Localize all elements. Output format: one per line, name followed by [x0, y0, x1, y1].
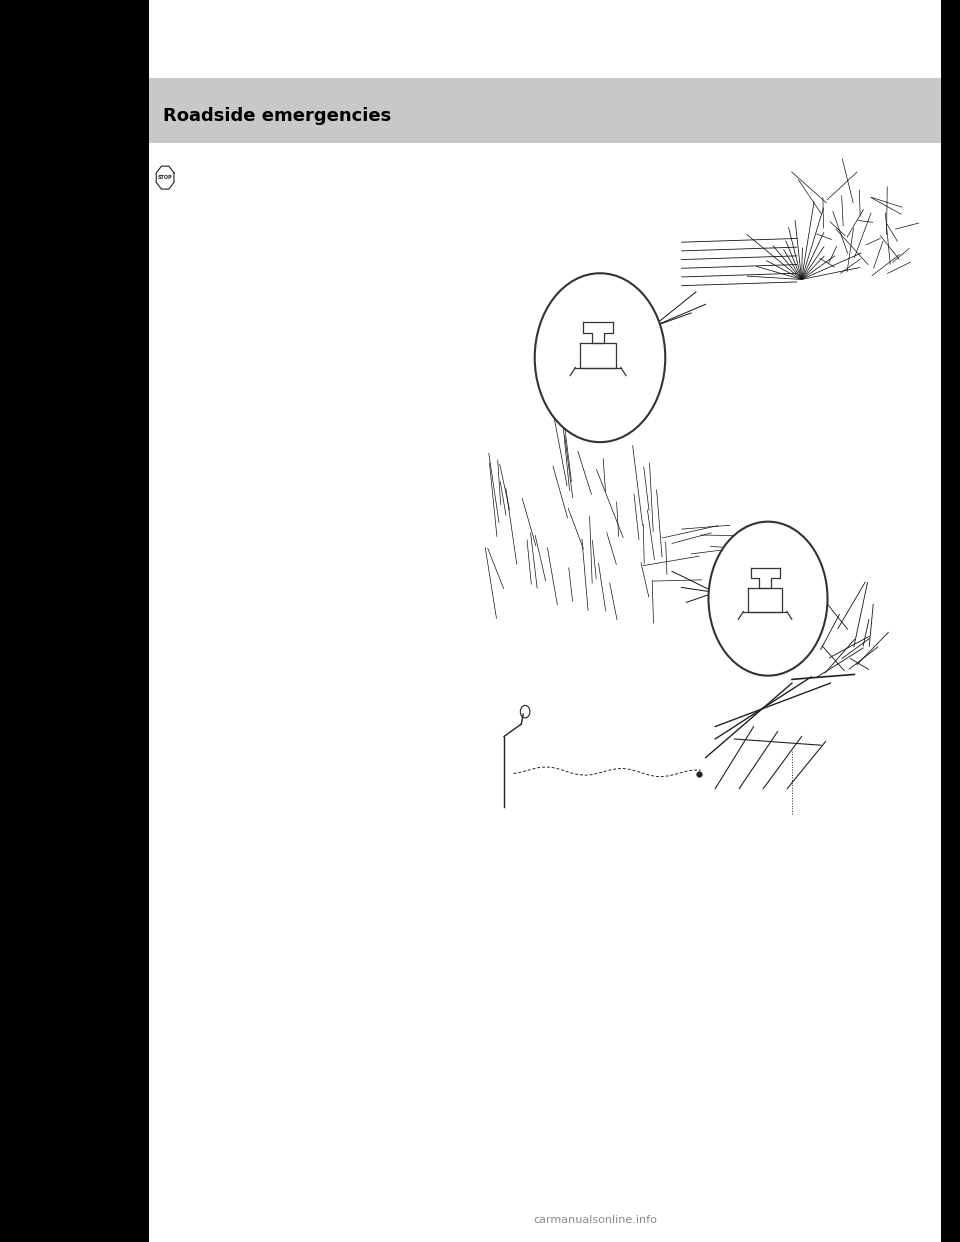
Circle shape — [708, 522, 828, 676]
FancyBboxPatch shape — [149, 78, 941, 143]
FancyBboxPatch shape — [149, 0, 941, 1242]
Text: carmanualsonline.info: carmanualsonline.info — [533, 1215, 658, 1225]
Text: Roadside emergencies: Roadside emergencies — [163, 107, 392, 124]
Circle shape — [535, 273, 665, 442]
Text: STOP: STOP — [157, 175, 173, 180]
